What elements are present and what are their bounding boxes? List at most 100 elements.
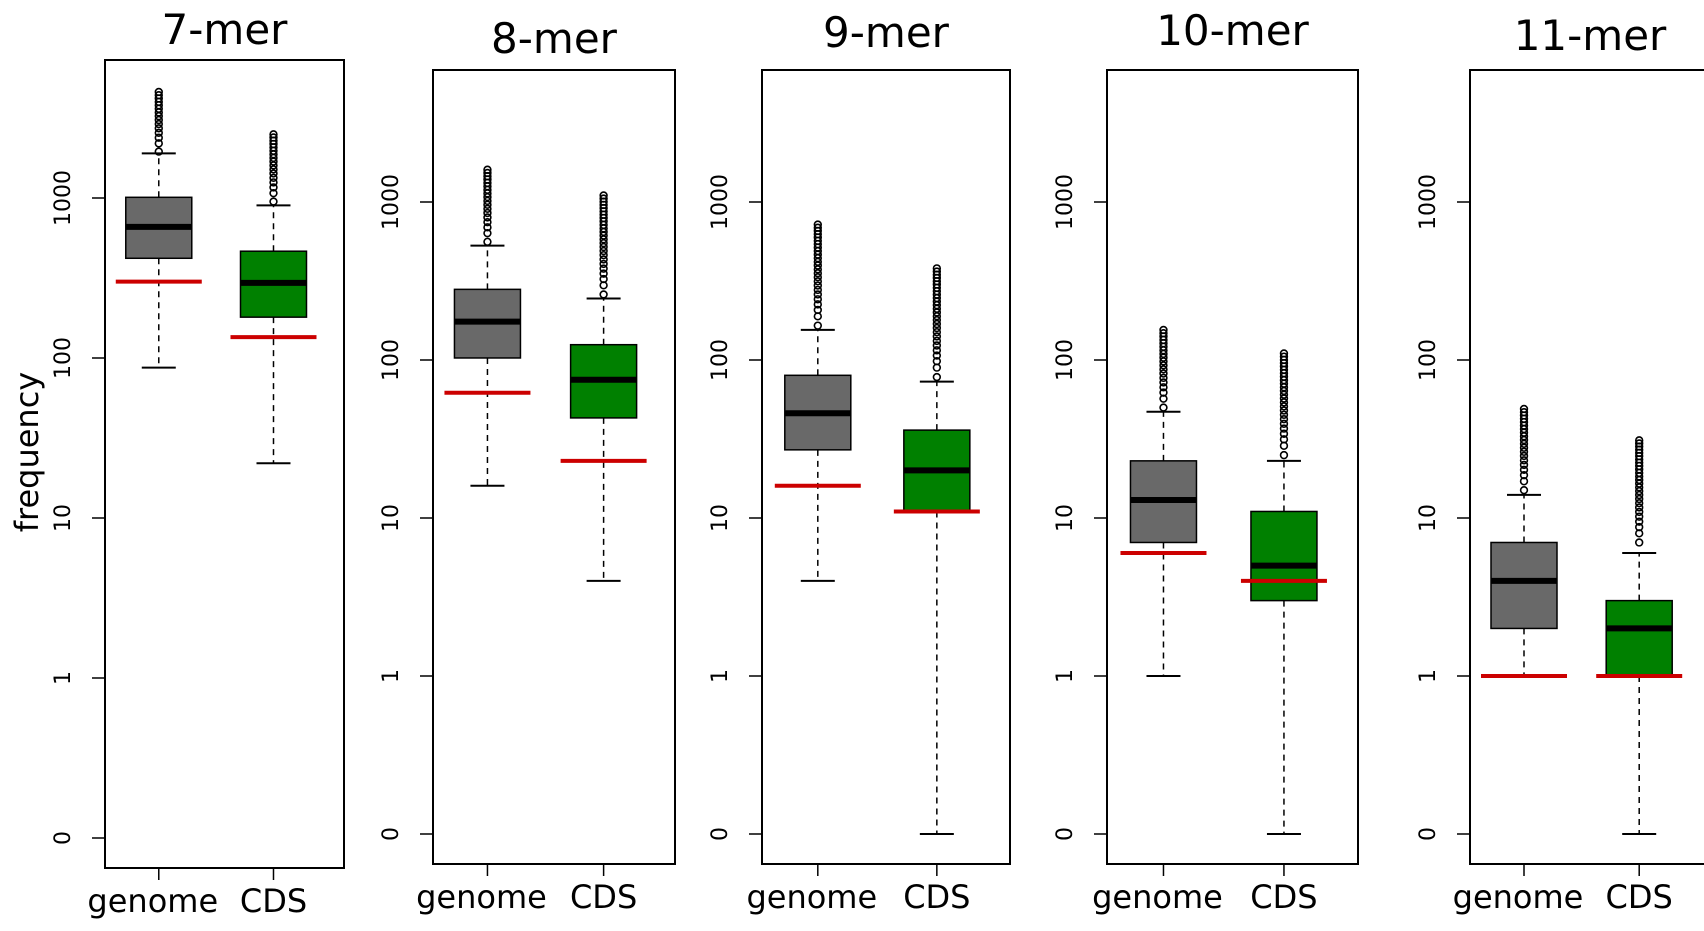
x-category-label: genome (1092, 878, 1223, 916)
y-tick-label: 1000 (379, 174, 404, 230)
outlier-point (269, 165, 278, 174)
outlier-point (1159, 388, 1168, 397)
y-tick-label: 0 (1053, 827, 1078, 841)
outlier-point (813, 269, 822, 278)
outlier-point (932, 332, 942, 341)
outlier-point (269, 130, 278, 139)
box-cds: CDS (560, 191, 647, 916)
outlier-point (1279, 414, 1289, 424)
outlier-point (599, 274, 608, 284)
outlier-point (932, 372, 942, 382)
outlier-point (599, 255, 608, 264)
y-tick-label: 100 (1053, 339, 1078, 381)
outlier-point (269, 197, 278, 206)
y-tick-label: 1000 (708, 174, 733, 230)
outlier-point (813, 281, 822, 290)
outlier-point (813, 220, 822, 229)
outlier-point (1519, 485, 1529, 495)
box-iqr (1490, 541, 1558, 630)
box-cds: CDS (230, 130, 317, 920)
outlier-point (599, 191, 608, 200)
outlier-point (1519, 404, 1529, 414)
outlier-point (813, 223, 822, 232)
panel-frame (104, 59, 345, 869)
x-category-label: CDS (240, 882, 307, 920)
outlier-point (154, 115, 163, 125)
box-genome: genome (746, 220, 877, 916)
outlier-point (1279, 406, 1289, 415)
outlier-point (932, 264, 942, 273)
box-iqr (1605, 599, 1673, 677)
outlier-point (813, 321, 822, 330)
outlier-point (1634, 512, 1644, 521)
outlier-point (1159, 369, 1168, 378)
y-tick-label: 0 (51, 831, 76, 845)
outlier-point (154, 133, 163, 142)
x-category-label: CDS (1250, 878, 1317, 916)
outlier-point (1159, 325, 1168, 335)
outlier-point (1634, 517, 1644, 526)
outlier-point (269, 173, 278, 182)
outlier-point (1159, 383, 1168, 392)
outlier-point (932, 346, 942, 355)
outlier-point (1634, 439, 1644, 448)
box-genome: genome (1453, 404, 1584, 916)
outlier-point (269, 178, 278, 187)
outlier-point (154, 87, 163, 97)
outlier-point (269, 169, 278, 178)
panel-3: 9-mer 0 1 10 100 1000 genome CDS (708, 8, 1011, 916)
outlier-point (483, 165, 492, 174)
panel-frame (432, 69, 676, 865)
y-tick-label: 1 (708, 669, 733, 683)
panel-frame (1469, 69, 1704, 865)
outlier-point (1519, 465, 1529, 475)
outlier-point (932, 336, 942, 346)
outlier-point (154, 139, 163, 148)
outlier-point (154, 119, 163, 129)
y-tick-label: 100 (1416, 339, 1441, 381)
y-tick-label: 1000 (1053, 174, 1078, 230)
outlier-point (483, 168, 492, 178)
box-cds: CDS (1240, 349, 1327, 916)
y-tick-label: 0 (379, 827, 404, 841)
outlier-point (1519, 456, 1529, 465)
x-category-label: CDS (570, 878, 637, 916)
box-cds: CDS (1596, 436, 1683, 916)
y-tick-label: 10 (379, 504, 404, 532)
outlier-point (154, 147, 163, 156)
x-category-label: genome (416, 878, 547, 916)
outlier-point (483, 237, 492, 246)
outlier-point (483, 213, 492, 222)
outlier-point (1159, 361, 1168, 370)
outlier-point (599, 194, 608, 203)
x-category-label: genome (87, 882, 218, 920)
y-tick-label: 100 (708, 339, 733, 381)
outlier-point (1634, 436, 1644, 445)
y-tick-label: 100 (51, 337, 76, 379)
outlier-point (1634, 494, 1644, 504)
outlier-point (813, 277, 822, 286)
box-genome: genome (87, 87, 218, 920)
y-tick-label: 1 (1416, 669, 1441, 683)
outlier-point (1159, 378, 1168, 387)
outlier-point (1279, 435, 1289, 444)
outlier-point (1279, 450, 1289, 460)
outlier-point (1279, 419, 1289, 428)
outlier-point (599, 259, 608, 269)
x-category-label: genome (1453, 878, 1584, 916)
outlier-point (599, 246, 608, 256)
outlier-point (269, 188, 278, 198)
outlier-point (813, 290, 822, 299)
panel-title: 9-mer (823, 8, 950, 57)
box-genome: genome (1092, 325, 1223, 916)
y-tick-label: 100 (379, 339, 404, 381)
outlier-point (269, 183, 278, 192)
y-tick-label: 0 (708, 827, 733, 841)
outlier-point (269, 133, 278, 142)
panel-frame (761, 69, 1011, 865)
outlier-point (483, 208, 492, 218)
outlier-point (1519, 451, 1529, 461)
outlier-point (1159, 328, 1168, 338)
